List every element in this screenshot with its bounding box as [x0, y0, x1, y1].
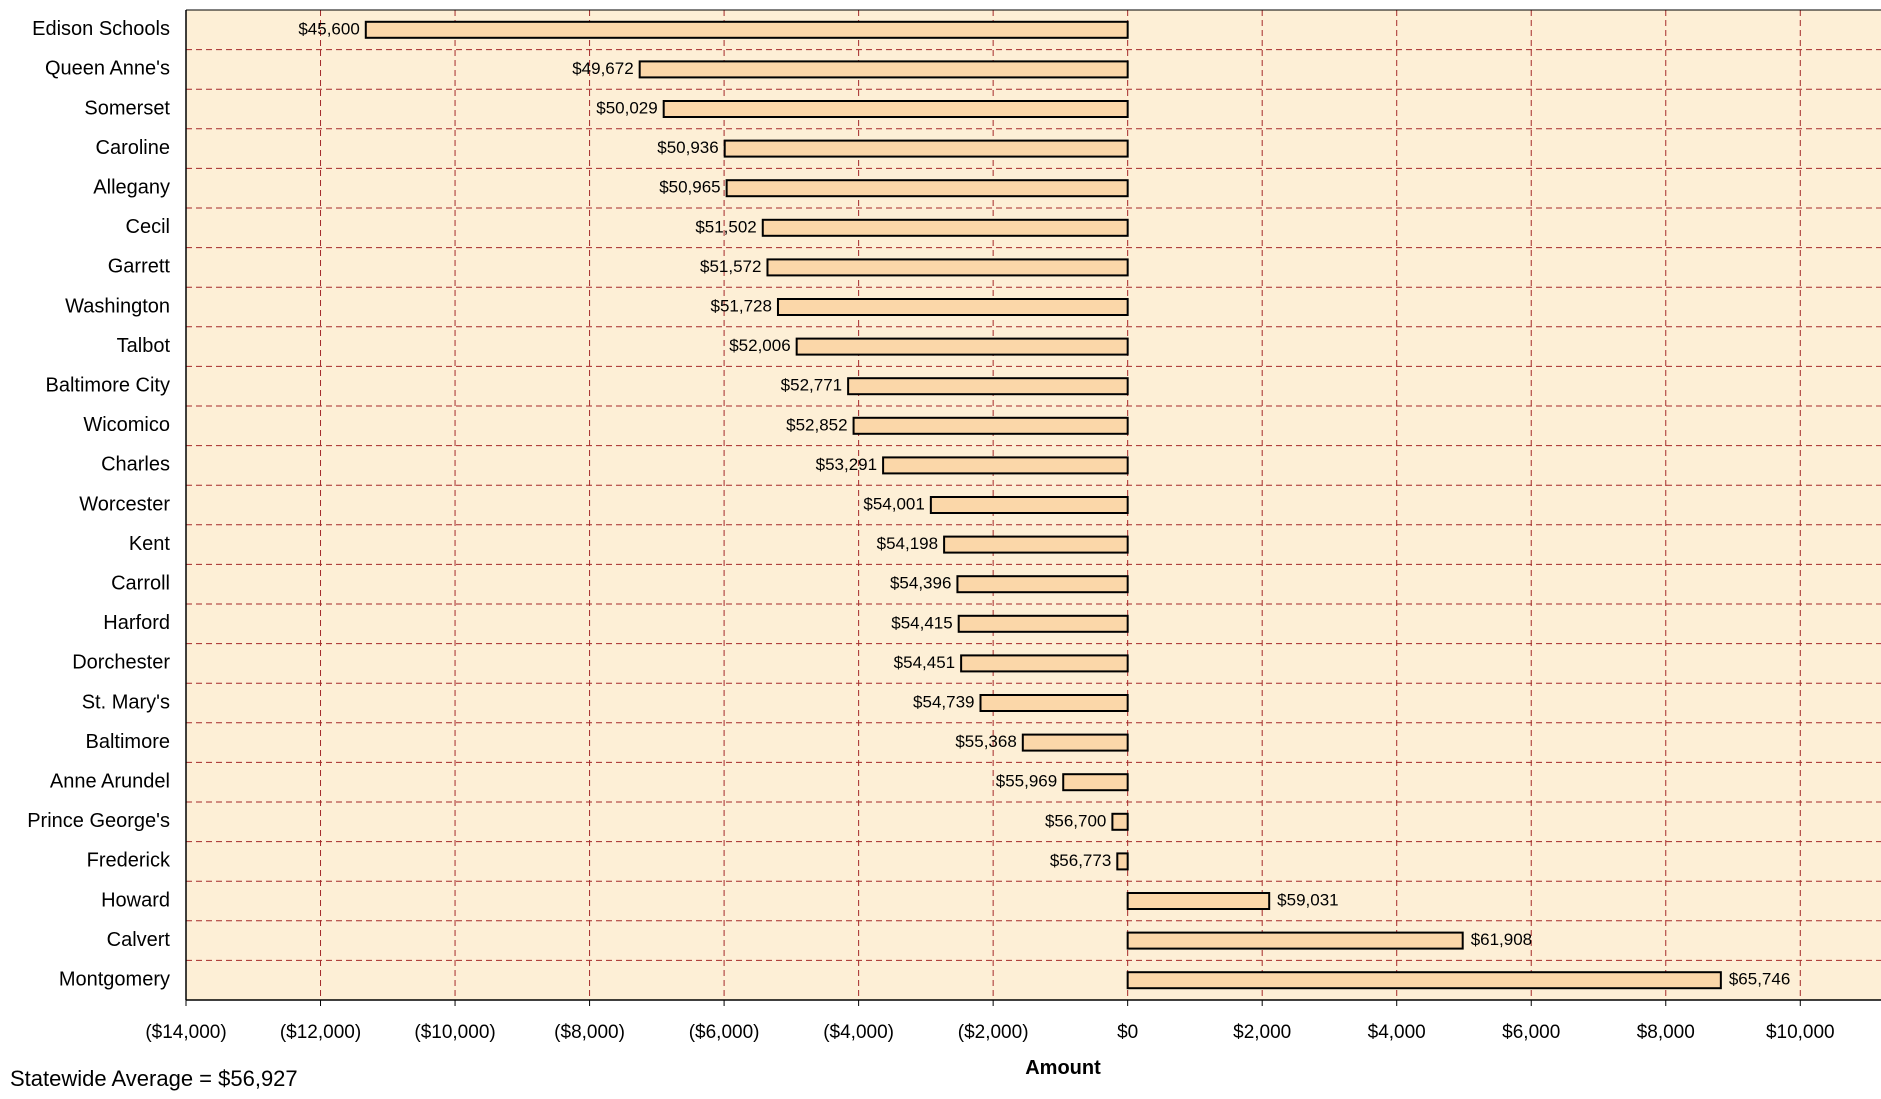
bar [956, 575, 1129, 594]
category-label: Calvert [107, 929, 171, 951]
data-label: $54,396 [890, 574, 951, 593]
data-label: $51,728 [711, 296, 772, 315]
category-label: Carroll [111, 572, 170, 594]
category-label: Charles [101, 454, 170, 476]
category-label: Howard [101, 889, 170, 911]
x-tick-label: ($14,000) [145, 1022, 226, 1043]
x-tick-label: $0 [1117, 1022, 1138, 1043]
bar [776, 298, 1129, 316]
bar [1126, 931, 1464, 950]
x-tick-label: $8,000 [1637, 1022, 1695, 1043]
data-label: $52,006 [729, 336, 790, 355]
data-label: $54,451 [894, 653, 955, 672]
x-tick-label: ($2,000) [958, 1022, 1029, 1043]
category-label: Montgomery [59, 968, 170, 990]
data-label: $61,908 [1471, 930, 1532, 949]
bar [766, 258, 1129, 277]
bar [638, 60, 1129, 79]
category-label: Washington [65, 295, 170, 317]
data-label: $49,672 [572, 59, 633, 78]
bar [761, 218, 1129, 237]
bar [979, 694, 1129, 712]
category-label: Queen Anne's [45, 58, 170, 80]
category-label: Harford [103, 612, 170, 634]
data-label: $45,600 [298, 19, 359, 38]
x-tick-label: ($8,000) [554, 1022, 625, 1043]
category-label: Cecil [126, 216, 170, 238]
data-label: $50,965 [659, 178, 720, 197]
x-tick-label: ($6,000) [689, 1022, 760, 1043]
data-label: $59,031 [1277, 890, 1338, 909]
category-label: Anne Arundel [50, 770, 170, 792]
x-axis-title: Amount [1025, 1057, 1101, 1079]
x-tick-label: $6,000 [1502, 1022, 1560, 1043]
data-label: $50,029 [596, 98, 657, 117]
bar [852, 416, 1129, 435]
category-label: Edison Schools [32, 18, 170, 40]
bar [723, 139, 1129, 158]
data-label: $56,700 [1045, 811, 1106, 830]
data-label: $54,415 [891, 613, 952, 632]
data-label: $54,739 [913, 692, 974, 711]
x-tick-label: $2,000 [1233, 1022, 1291, 1043]
category-label: Worcester [79, 493, 170, 515]
bar [943, 535, 1129, 554]
bar [1111, 812, 1129, 831]
category-label: St. Mary's [82, 691, 170, 713]
bar [847, 377, 1129, 396]
category-label: Prince George's [27, 810, 170, 832]
category-label: Garrett [108, 256, 171, 278]
category-label: Wicomico [83, 414, 170, 436]
category-label: Allegany [93, 176, 170, 198]
data-label: $65,746 [1729, 970, 1790, 989]
bar [882, 456, 1129, 475]
data-label: $53,291 [816, 455, 877, 474]
data-label: $55,969 [996, 772, 1057, 791]
bar [1021, 733, 1129, 752]
category-label: Kent [129, 533, 171, 555]
category-label: Baltimore City [46, 374, 170, 396]
category-label: Dorchester [72, 652, 170, 674]
bar [725, 179, 1129, 198]
bar [795, 337, 1129, 356]
data-label: $52,852 [786, 415, 847, 434]
bar [1126, 971, 1722, 990]
data-label: $51,502 [695, 217, 756, 236]
bar [662, 100, 1129, 118]
x-tick-label: ($10,000) [414, 1022, 495, 1043]
bar [957, 614, 1129, 633]
data-label: $50,936 [657, 138, 718, 157]
bar [364, 20, 1129, 39]
data-label: $54,198 [877, 534, 938, 553]
x-tick-label: ($12,000) [280, 1022, 361, 1043]
bar [960, 654, 1129, 673]
category-label: Baltimore [86, 731, 170, 753]
bar [1126, 892, 1271, 910]
data-label: $56,773 [1050, 851, 1111, 870]
category-label: Somerset [84, 97, 170, 119]
x-tick-label: $10,000 [1766, 1022, 1835, 1043]
statewide-average-note: Statewide Average = $56,927 [10, 1066, 298, 1091]
bar [929, 496, 1129, 514]
bar [1062, 773, 1129, 792]
x-tick-label: $4,000 [1368, 1022, 1426, 1043]
category-label: Talbot [117, 335, 171, 357]
bar [1116, 852, 1129, 871]
data-label: $55,368 [955, 732, 1016, 751]
x-tick-label: ($4,000) [823, 1022, 894, 1043]
data-label: $52,771 [781, 376, 842, 395]
data-label: $54,001 [863, 494, 924, 513]
data-label: $51,572 [700, 257, 761, 276]
category-label: Frederick [87, 850, 171, 872]
category-label: Caroline [96, 137, 170, 159]
